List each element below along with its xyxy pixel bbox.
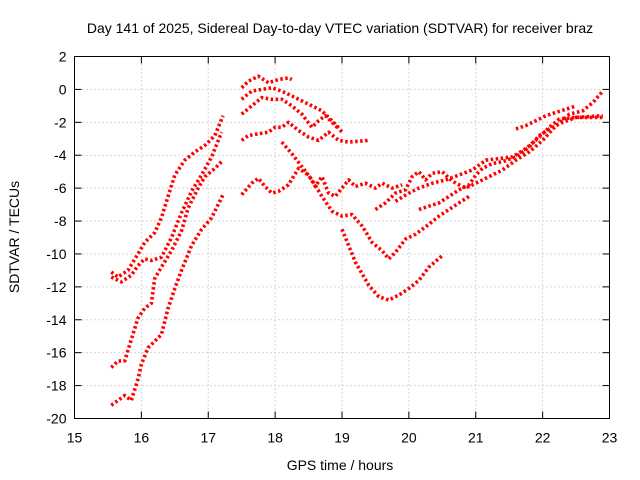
series-arc-g	[240, 95, 340, 131]
x-tick-label: 23	[602, 430, 618, 446]
series-arc-a	[110, 115, 225, 279]
x-tick-label: 19	[334, 430, 350, 446]
x-tick-label: 17	[200, 430, 216, 446]
series-arc-c	[110, 158, 225, 369]
y-tick-label: 2	[59, 49, 67, 65]
y-tick-label: -6	[54, 180, 67, 196]
chart-title: Day 141 of 2025, Sidereal Day-to-day VTE…	[87, 20, 593, 36]
axis-ticks: 15 16 17 18 19 20 21 22 2320-2-4-6-8-10-12-14-16…	[46, 49, 617, 446]
x-tick-label: 22	[535, 430, 551, 446]
grid	[74, 56, 610, 419]
series-arc-e	[240, 74, 293, 90]
series-arc-k	[340, 228, 444, 302]
series-arc-d	[110, 193, 225, 407]
x-tick-label: 21	[468, 430, 484, 446]
y-tick-label: -18	[46, 378, 66, 394]
y-axis-label: SDTVAR / TECUs	[6, 181, 22, 293]
y-tick-label: -16	[46, 345, 66, 361]
series-arc-j	[280, 140, 471, 261]
series-arc-h	[240, 120, 369, 144]
y-tick-label: -14	[46, 312, 66, 328]
y-tick-label: 0	[59, 81, 67, 97]
x-tick-label: 18	[267, 430, 283, 446]
x-tick-label: 16	[134, 430, 150, 446]
series-arc-m	[394, 113, 603, 203]
x-tick-label: 15	[67, 430, 83, 446]
series-arc-o	[515, 104, 577, 131]
data-series	[110, 74, 605, 407]
y-tick-label: -2	[54, 114, 67, 130]
series-arc-i	[240, 166, 403, 199]
x-axis-label: GPS time / hours	[287, 457, 394, 473]
y-tick-label: -8	[54, 213, 67, 229]
x-tick-label: 20	[401, 430, 417, 446]
y-tick-label: -20	[46, 411, 66, 427]
y-tick-label: -12	[46, 279, 66, 295]
series-arc-n	[418, 115, 603, 212]
series-arc-b	[110, 131, 224, 284]
y-tick-label: -4	[54, 147, 67, 163]
y-tick-label: -10	[46, 246, 66, 262]
